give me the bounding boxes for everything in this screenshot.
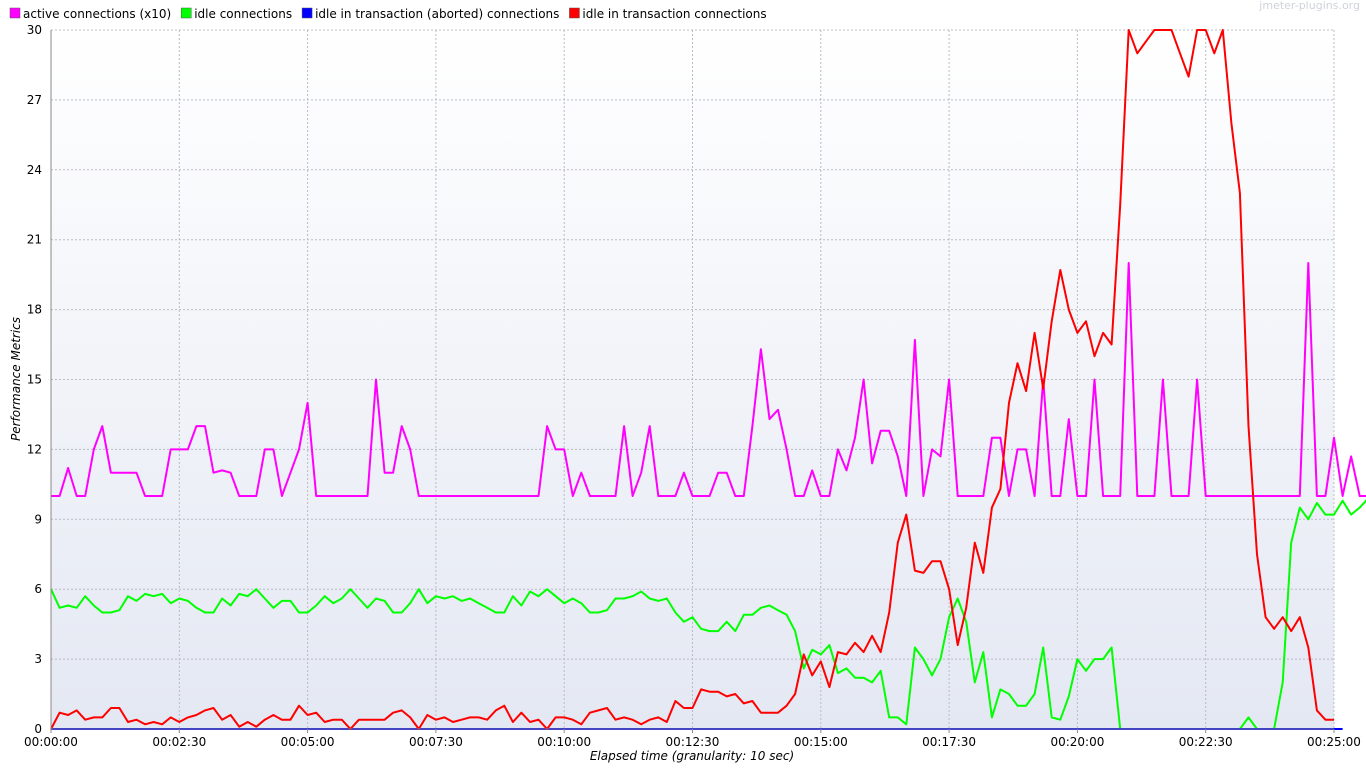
y-tick-label: 3 bbox=[34, 652, 42, 666]
y-tick-label: 9 bbox=[34, 512, 42, 526]
y-tick-label: 24 bbox=[27, 163, 42, 177]
y-tick-label: 18 bbox=[27, 303, 42, 317]
x-tick-label: 00:15:00 bbox=[794, 735, 848, 749]
legend-label-3: idle in transaction connections bbox=[582, 7, 766, 21]
y-axis-title: Performance Metrics bbox=[9, 317, 23, 441]
legend-swatch-1 bbox=[180, 7, 192, 19]
x-tick-label: 00:00:00 bbox=[24, 735, 78, 749]
y-tick-label: 6 bbox=[34, 582, 42, 596]
y-tick-labels: 0 3 6 9 12 15 18 21 24 27 30 bbox=[27, 23, 42, 736]
series-line-0 bbox=[51, 262, 1366, 497]
legend-swatch-0 bbox=[9, 7, 21, 19]
legend-label-2: idle in transaction (aborted) connection… bbox=[315, 7, 559, 21]
x-tick-label: 00:12:30 bbox=[666, 735, 720, 749]
y-tick-label: 12 bbox=[27, 442, 42, 456]
x-tick-label: 00:10:00 bbox=[537, 735, 591, 749]
y-tick-label: 0 bbox=[34, 722, 42, 736]
grid-lines bbox=[51, 29, 1335, 729]
x-tick-label: 00:17:30 bbox=[922, 735, 976, 749]
legend-label-0: active connections (x10) bbox=[23, 7, 171, 21]
x-tick-label: 00:20:00 bbox=[1050, 735, 1104, 749]
x-tick-label: 00:05:00 bbox=[281, 735, 335, 749]
legend-label-1: idle connections bbox=[194, 7, 292, 21]
watermark-text: jmeter-plugins.org bbox=[1258, 0, 1360, 12]
y-tick-label: 30 bbox=[27, 23, 42, 37]
x-axis-title: Elapsed time (granularity: 10 sec) bbox=[590, 749, 794, 763]
x-tick-label: 00:22:30 bbox=[1179, 735, 1233, 749]
x-tick-labels: 00:00:00 00:02:30 00:05:00 00:07:30 00:10:00… bbox=[24, 729, 1361, 749]
x-tick-label: 00:07:30 bbox=[409, 735, 463, 749]
series-line-3 bbox=[50, 29, 1334, 730]
x-tick-label: 00:02:30 bbox=[152, 735, 206, 749]
legend-swatch-3 bbox=[569, 7, 580, 19]
legend: active connections (x10) idle connections… bbox=[9, 7, 767, 21]
legend-swatch-2 bbox=[301, 7, 313, 19]
x-tick-label: 00:25:00 bbox=[1307, 735, 1361, 749]
y-tick-label: 27 bbox=[27, 93, 42, 107]
y-tick-label: 15 bbox=[27, 373, 42, 387]
y-tick-label: 21 bbox=[27, 233, 42, 247]
